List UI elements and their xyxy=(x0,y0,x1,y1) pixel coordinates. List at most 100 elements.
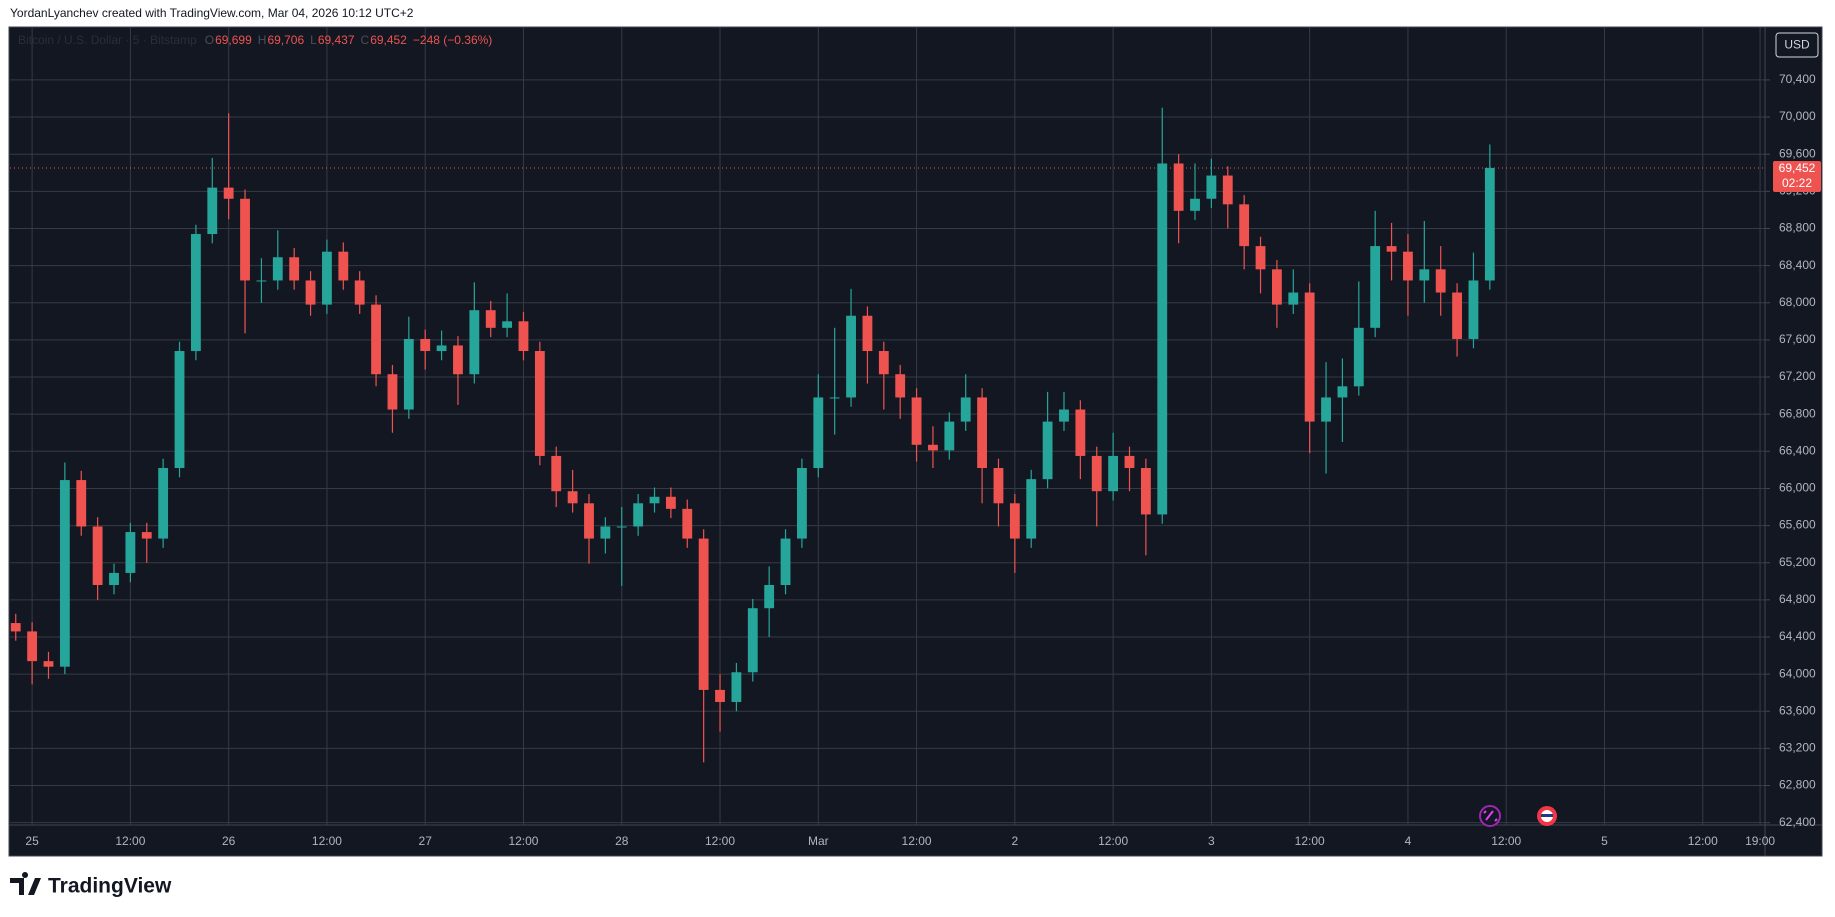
x-tick-label: 12:00 xyxy=(1688,834,1718,848)
candle-body xyxy=(1370,246,1381,328)
legend-ohlc-label: C xyxy=(361,33,370,47)
legend-ohlc-value: 69,437 xyxy=(318,33,355,47)
candle-body xyxy=(125,532,136,573)
candle-body xyxy=(862,315,873,352)
y-tick-label: 70,000 xyxy=(1779,109,1816,123)
candle-body xyxy=(715,689,725,702)
x-tick-label: Mar xyxy=(808,834,829,848)
candle-body xyxy=(633,503,644,527)
y-tick-label: 68,800 xyxy=(1779,221,1816,235)
candle-body xyxy=(387,374,398,410)
event-icons xyxy=(1479,805,1557,827)
last-price-label: 69,452 xyxy=(1779,161,1816,175)
candle-body xyxy=(109,572,119,585)
candle-body xyxy=(698,538,709,690)
candle-body xyxy=(682,508,693,539)
candle-body xyxy=(27,631,38,662)
candle-body xyxy=(1108,455,1119,492)
candle-body xyxy=(1124,455,1135,469)
candle-body xyxy=(846,315,856,398)
event-icon-glyph xyxy=(1541,814,1553,817)
y-tick-label: 62,800 xyxy=(1779,778,1816,792)
y-tick-label: 68,000 xyxy=(1779,295,1816,309)
event-icon-glyph xyxy=(1483,810,1498,822)
legend-ohlc-label: H xyxy=(258,33,267,47)
candle-body xyxy=(1452,292,1462,339)
candle-body xyxy=(944,421,955,451)
candle-body xyxy=(1288,292,1299,305)
x-tick-label: 26 xyxy=(222,834,236,848)
candle-body xyxy=(322,251,332,305)
x-tick-label: 12:00 xyxy=(1098,834,1128,848)
candle-body xyxy=(1304,292,1315,422)
countdown: 02:22 xyxy=(1782,176,1812,190)
candle-body xyxy=(240,198,250,281)
candle-body xyxy=(43,661,54,667)
legend-ohlc-label: L xyxy=(310,33,317,47)
candle-body xyxy=(731,672,742,702)
candle-body xyxy=(338,251,349,281)
candle-body xyxy=(371,304,381,375)
y-tick-label: 63,200 xyxy=(1779,741,1816,755)
last-price-box xyxy=(1773,160,1821,192)
candle-body xyxy=(1026,479,1037,539)
x-tick-label: 12:00 xyxy=(1295,834,1325,848)
legend-change: −248 (−0.36%) xyxy=(413,33,492,47)
candle-body xyxy=(1091,455,1102,492)
candle-body xyxy=(600,526,611,539)
x-tick-label: 27 xyxy=(419,834,433,848)
candle-body xyxy=(960,397,971,422)
x-tick-label: 12:00 xyxy=(312,834,342,848)
candle-body xyxy=(1435,269,1446,293)
candle-body xyxy=(1386,246,1397,252)
candle-body xyxy=(551,455,562,492)
x-tick-label: 25 xyxy=(25,834,39,848)
candle-body xyxy=(993,468,1004,504)
currency-label[interactable]: USD xyxy=(1784,38,1810,52)
y-tick-label: 68,400 xyxy=(1779,258,1816,272)
x-tick-label: 12:00 xyxy=(705,834,735,848)
candle-body xyxy=(1468,280,1479,339)
footer-logo: TradingView xyxy=(10,872,172,898)
candle-body xyxy=(928,444,938,451)
candle-body xyxy=(10,623,21,632)
candle-body xyxy=(518,321,529,352)
x-tick-label: 19:00 xyxy=(1745,834,1775,848)
y-tick-label: 66,000 xyxy=(1779,481,1816,495)
candle-body xyxy=(1353,327,1364,387)
y-tick-label: 67,600 xyxy=(1779,332,1816,346)
candle-body xyxy=(797,468,807,539)
candle-body xyxy=(1157,163,1168,515)
logo-mark xyxy=(10,872,41,895)
candle-body xyxy=(649,496,660,504)
candle-body xyxy=(1190,198,1200,211)
candle-body xyxy=(878,351,889,375)
candle-body xyxy=(1321,397,1331,422)
candle-body xyxy=(305,280,316,305)
candle-body xyxy=(256,280,267,282)
candle-body xyxy=(158,468,169,539)
candle-body xyxy=(584,503,594,539)
candle-body xyxy=(1271,269,1282,305)
y-tick-label: 66,400 xyxy=(1779,443,1816,457)
candle-body xyxy=(1059,409,1069,422)
candle-body xyxy=(747,608,758,673)
candle-body xyxy=(534,351,545,456)
candle-body xyxy=(567,491,578,504)
candle-body xyxy=(764,584,775,609)
legend-ohlc-value: 69,699 xyxy=(215,33,252,47)
x-tick-label: 2 xyxy=(1012,834,1019,848)
y-tick-label: 64,400 xyxy=(1779,629,1816,643)
y-tick-label: 67,200 xyxy=(1779,369,1816,383)
legend: Bitcoin / U.S. Dollar · 5 · Bitstamp O 69,… xyxy=(18,33,492,47)
candle-body xyxy=(1075,409,1086,456)
y-tick-label: 63,600 xyxy=(1779,703,1816,717)
legend-ohlc-value: 69,452 xyxy=(370,33,407,47)
candle-body xyxy=(1255,246,1266,270)
candle-body xyxy=(616,526,627,528)
candle-body xyxy=(289,257,300,281)
candle-body xyxy=(1009,503,1020,539)
currency-button[interactable] xyxy=(1775,32,1819,58)
